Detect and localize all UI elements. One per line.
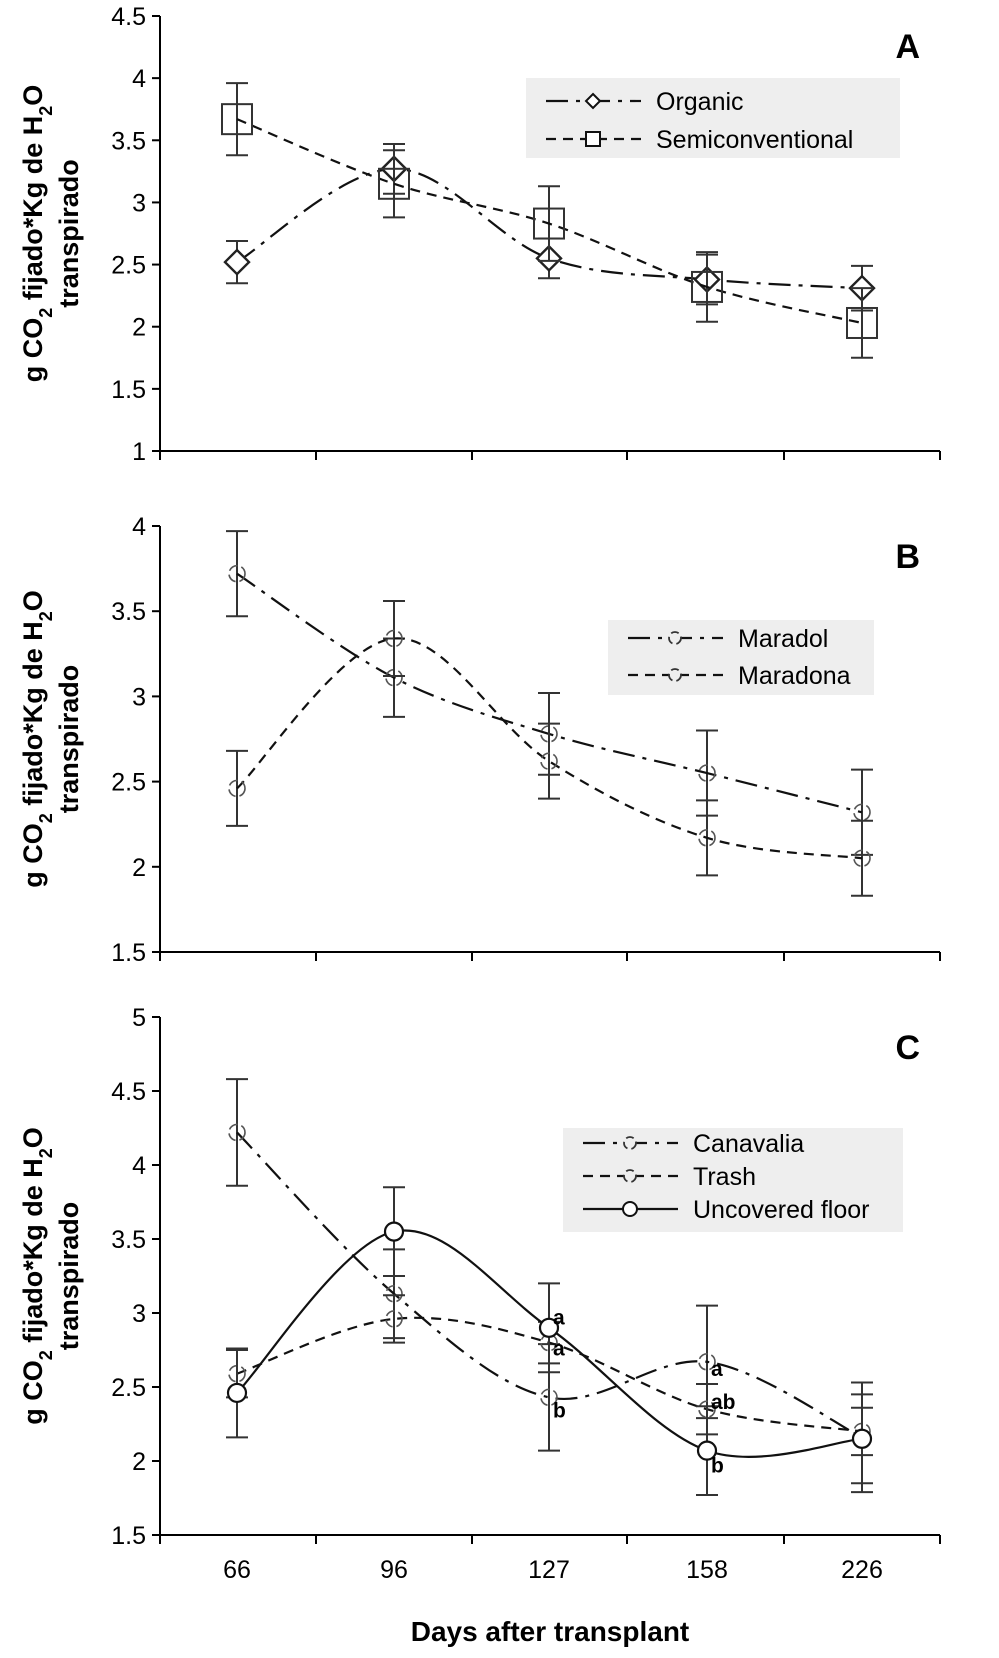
significance-letter: a [711, 1358, 723, 1381]
legend: Maradol Maradona [608, 620, 874, 695]
data-point [385, 629, 403, 648]
data-point [385, 1284, 403, 1303]
y-tick-label: 3.5 [111, 598, 146, 626]
series-uncovered-floor [226, 1186, 873, 1497]
data-point [698, 829, 716, 847]
y-tick-label: 1.5 [111, 1522, 146, 1550]
data-point [538, 1317, 560, 1338]
legend: Organic Semiconventional [526, 78, 900, 158]
legend-marker [668, 668, 682, 682]
series-line [236, 1131, 863, 1439]
panel-label: B [895, 538, 920, 576]
y-axis-label-line2: transpirado [54, 665, 84, 814]
y-tick-label: 2.5 [111, 252, 146, 280]
data-point [698, 764, 716, 782]
data-point [385, 1310, 403, 1328]
y-tick-label: 1 [132, 438, 146, 466]
data-point [846, 306, 878, 339]
panel-label: A [895, 28, 920, 66]
series-line [236, 637, 863, 860]
data-point [228, 779, 246, 798]
x-tick-label: 66 [223, 1556, 251, 1584]
chart-panel-c: 1.5 2 2.5 3 3.5 4 4.5 5 66 96 127 158 226 g CO2 fijad… [18, 1004, 941, 1647]
legend-label: Organic [656, 88, 744, 116]
y-tick-label: 4.5 [111, 3, 146, 31]
legend-label: Maradona [738, 662, 851, 690]
y-tick-label: 2.5 [111, 1374, 146, 1402]
chart-panel-a: 1 1.5 2 2.5 3 3.5 4 4.5 g CO2 fijado*Kg de H2Otr… [18, 3, 941, 466]
y-tick-label: 2.5 [111, 769, 146, 797]
y-tick-label: 4 [132, 513, 146, 541]
y-tick-label: 5 [132, 1004, 146, 1032]
legend-box [608, 620, 874, 695]
data-point [378, 167, 410, 200]
significance-letter: a [553, 1338, 565, 1361]
y-tick-label: 4.5 [111, 1078, 146, 1106]
y-axis-label: g CO2 fijado*Kg de H2O [18, 1127, 56, 1425]
legend-label: Maradol [738, 625, 828, 653]
y-axis-label-line2: transpirado [54, 159, 84, 308]
data-point [383, 1221, 405, 1242]
y-tick-label: 2 [132, 314, 146, 342]
series-line [236, 118, 863, 325]
legend-label: Uncovered floor [693, 1196, 869, 1224]
data-point [698, 1400, 716, 1418]
legend-marker [585, 131, 601, 147]
y-tick-label: 2 [132, 854, 146, 882]
data-point [696, 1440, 718, 1461]
y-tick-label: 1.5 [111, 939, 146, 967]
legend-label: Canavalia [693, 1130, 804, 1158]
data-point [698, 1353, 716, 1371]
data-point [853, 803, 871, 822]
significance-letter: b [711, 1454, 724, 1477]
legend-marker [622, 1201, 638, 1217]
data-point [540, 752, 558, 770]
data-point [226, 1382, 248, 1404]
y-tick-label: 3 [132, 683, 146, 711]
chart-panel-b: 1.5 2 2.5 3 3.5 4 g CO2 fijado*Kg de H2Otransp… [18, 513, 941, 967]
y-axis-label: g CO2 fijado*Kg de H2O [18, 590, 56, 888]
data-point [223, 248, 251, 276]
y-axis-label-line2: transpirado [54, 1202, 84, 1351]
data-point [853, 849, 871, 868]
x-tick-label: 158 [686, 1556, 728, 1584]
legend-label: Semiconventional [656, 126, 853, 154]
data-point [691, 270, 723, 303]
y-tick-label: 1.5 [111, 376, 146, 404]
y-tick-label: 3 [132, 189, 146, 217]
legend: Canavalia Trash Uncovered floor [563, 1128, 903, 1232]
y-tick-label: 3.5 [111, 1226, 146, 1254]
y-tick-label: 3.5 [111, 127, 146, 155]
data-point [533, 207, 565, 240]
legend-box [563, 1128, 903, 1232]
x-tick-label: 226 [841, 1556, 883, 1584]
legend-marker [584, 92, 602, 110]
significance-letter: a [553, 1306, 565, 1329]
x-tick-label: 127 [528, 1556, 570, 1584]
legend-label: Trash [693, 1163, 756, 1191]
data-point [540, 1388, 558, 1407]
y-tick-label: 4 [132, 1152, 146, 1180]
y-tick-label: 2 [132, 1448, 146, 1476]
y-tick-label: 4 [132, 65, 146, 93]
panel-label: C [895, 1029, 920, 1067]
data-point [228, 1123, 246, 1142]
legend-marker [623, 1169, 637, 1183]
data-point [228, 564, 246, 583]
y-axis-label: g CO2 fijado*Kg de H2O [18, 85, 56, 383]
series-maradona [226, 599, 873, 897]
significance-letter: b [553, 1400, 566, 1423]
series-semiconventional [221, 82, 878, 359]
x-tick-label: 96 [380, 1556, 408, 1584]
legend-marker [623, 1136, 637, 1150]
y-tick-label: 3 [132, 1300, 146, 1328]
x-axis-label: Days after transplant [411, 1616, 690, 1647]
legend-marker [668, 631, 682, 645]
data-point [851, 1428, 873, 1449]
data-point [221, 103, 253, 136]
significance-letter: ab [711, 1391, 736, 1414]
